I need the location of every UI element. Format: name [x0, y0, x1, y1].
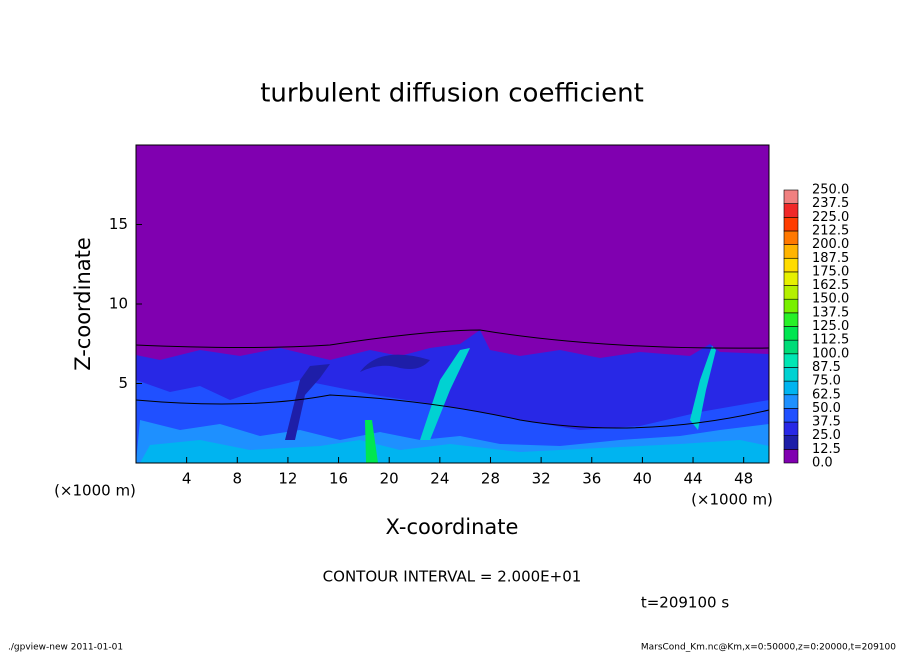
colorbar-band	[783, 257, 799, 273]
colorbar-label: 37.5	[812, 415, 841, 430]
y-tick-label: 15	[109, 215, 128, 233]
colorbar-band	[783, 217, 799, 232]
colorbar-band	[783, 326, 799, 341]
x-unit-label: (×1000 m)	[54, 482, 136, 500]
colorbar-label: 250.0	[812, 183, 849, 198]
colorbar-band	[783, 189, 799, 204]
colorbar-label: 187.5	[812, 251, 849, 266]
colorbar-label: 225.0	[812, 210, 849, 225]
chart-title: turbulent diffusion coefficient	[260, 79, 644, 109]
x-unit-label: (×1000 m)	[691, 491, 773, 509]
x-tick-label: 40	[633, 470, 652, 488]
colorbar-band	[783, 203, 799, 218]
time-label: t=209100 s	[641, 594, 729, 612]
colorbar-band	[783, 421, 799, 436]
colorbar-label: 62.5	[812, 387, 841, 402]
colorbar-label: 25.0	[812, 428, 841, 443]
colorbar-label: 100.0	[812, 346, 849, 361]
x-tick-label: 48	[734, 470, 753, 488]
colorbar-label: 75.0	[812, 374, 841, 389]
x-axis-label: X-coordinate	[386, 515, 519, 539]
y-axis-label: Z-coordinate	[71, 237, 95, 371]
colorbar-band	[783, 435, 799, 450]
x-tick-label: 28	[481, 470, 500, 488]
x-tick-label: 20	[380, 470, 399, 488]
colorbar-label: 150.0	[812, 292, 849, 307]
colorbar-label: 175.0	[812, 264, 849, 279]
colorbar-band	[783, 312, 799, 327]
colorbar-band	[783, 271, 799, 286]
x-tick-label: 12	[278, 470, 297, 488]
x-tick-label: 32	[532, 470, 551, 488]
x-tick-label: 44	[683, 470, 702, 488]
colorbar-band	[783, 285, 799, 300]
colorbar-label: 87.5	[812, 360, 841, 375]
y-tick-label: 10	[109, 295, 128, 313]
footer-right: MarsCond_Km.nc@Km,x=0:50000,z=0:20000,t=…	[641, 643, 896, 653]
colorbar-band	[783, 380, 799, 396]
x-tick-label: 36	[582, 470, 601, 488]
colorbar-band	[783, 449, 799, 464]
colorbar-band	[783, 367, 799, 382]
colorbar-label: 212.5	[812, 223, 849, 238]
colorbar-label: 125.0	[812, 319, 849, 334]
colorbar-band	[783, 408, 799, 423]
colorbar-label: 200.0	[812, 237, 849, 252]
colorbar-label: 0.0	[812, 456, 833, 471]
colorbar-band	[783, 298, 799, 314]
footer-left: ./gpview-new 2011-01-01	[8, 643, 123, 653]
x-tick-label: 4	[182, 470, 192, 488]
y-tick-label: 5	[118, 374, 128, 392]
colorbar-label: 50.0	[812, 401, 841, 416]
x-tick-label: 24	[430, 470, 449, 488]
contour-interval: CONTOUR INTERVAL = 2.000E+01	[323, 568, 582, 586]
colorbar-band	[783, 244, 799, 259]
colorbar-band	[783, 353, 799, 368]
colorbar-label: 162.5	[812, 278, 849, 293]
colorbar-label: 237.5	[812, 196, 849, 211]
contour-field	[135, 145, 770, 463]
colorbar-band	[783, 394, 799, 409]
x-tick-label: 8	[233, 470, 243, 488]
colorbar-label: 112.5	[812, 333, 849, 348]
colorbar-band	[783, 339, 799, 355]
x-tick-label: 16	[329, 470, 348, 488]
colorbar-band	[783, 230, 799, 245]
colorbar-label: 12.5	[812, 442, 841, 457]
colorbar-label: 137.5	[812, 305, 849, 320]
